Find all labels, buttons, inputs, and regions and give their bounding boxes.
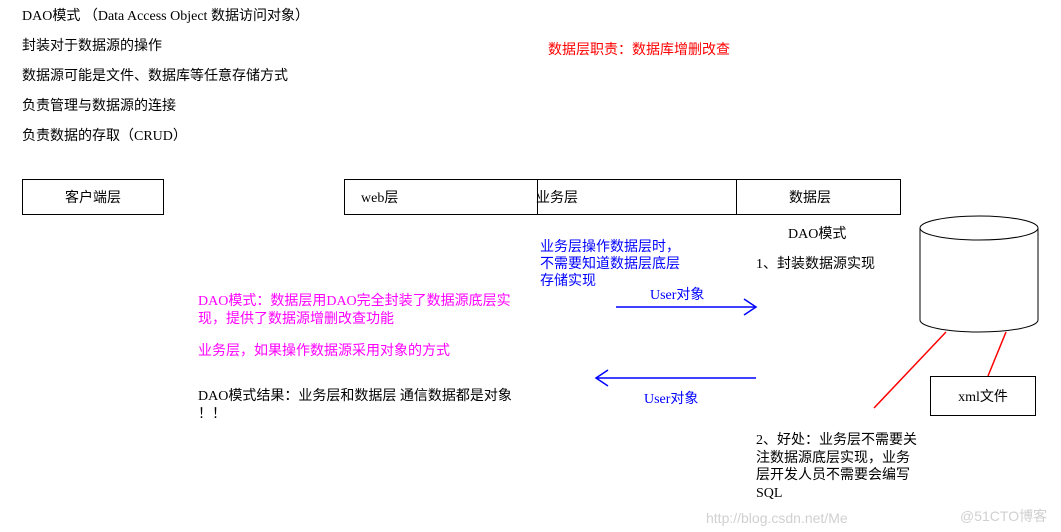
benefit-note: 2、好处：业务层不需要关 注数据源底层实现，业务 层开发人员不需要会编写 SQL [756,432,917,502]
web-layer-box: web层 [344,179,538,215]
data-layer-duty: 数据层职责：数据库增删改查 [548,39,730,59]
web-layer-label: web层 [361,187,398,207]
biz-layer-box: 业务层 [520,179,737,215]
encapsulate-note: 1、封装数据源实现 [756,253,875,273]
data-layer-label: 数据层 [789,187,831,207]
user-object-label-2: User对象 [644,388,698,408]
arrow-left-icon [596,370,756,386]
data-layer-box: 数据层 [720,179,901,215]
cylinder-icon [920,216,1038,332]
intro-line-3: 数据源可能是文件、数据库等任意存储方式 [22,65,288,85]
intro-line-4: 负责管理与数据源的连接 [22,95,176,115]
xml-file-label: xml文件 [958,386,1008,406]
biz-layer-note: 业务层操作数据层时， 不需要知道数据层底层 存储实现 [540,240,680,290]
dao-result: DAO模式结果：业务层和数据层 通信数据都是对象 ！！ [198,388,512,424]
xml-file-box: xml文件 [930,376,1036,416]
intro-line-5: 负责数据的存取（CRUD） [22,125,187,145]
watermark-url: http://blog.csdn.net/Me [706,510,848,526]
intro-line-2: 封装对于数据源的操作 [22,35,162,55]
dao-mode-label: DAO模式 [788,223,846,243]
dao-description-2: 业务层，如果操作数据源采用对象的方式 [198,340,450,360]
biz-layer-label: 业务层 [536,187,578,207]
dao-description-1: DAO模式：数据层用DAO完全封装了数据源底层实 现，提供了数据源增删改查功能 [198,293,511,329]
watermark-cto: @51CTO博客 [960,506,1047,526]
intro-line-1: DAO模式 （Data Access Object 数据访问对象） [22,5,309,25]
user-object-label-1: User对象 [650,284,704,304]
client-layer-label: 客户端层 [65,187,121,207]
client-layer-box: 客户端层 [22,179,164,215]
